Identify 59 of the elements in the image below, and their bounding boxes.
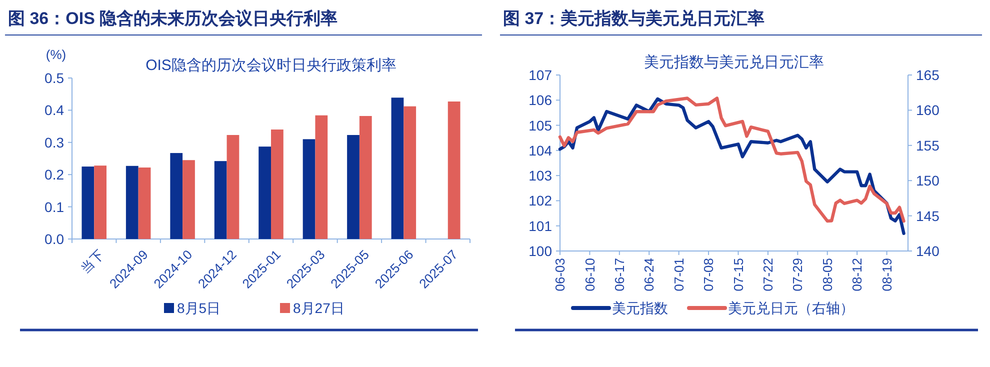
x-tick-label: 08-19: [879, 258, 894, 292]
bar: [170, 153, 183, 239]
bar: [448, 102, 460, 239]
legend-label: 美元指数: [612, 300, 668, 316]
bar: [94, 166, 106, 239]
bar: [214, 161, 227, 239]
y-tick-label: 0.2: [44, 166, 64, 183]
bar: [302, 139, 316, 239]
y2-tick-label: 145: [916, 208, 940, 224]
y2-tick-label: 160: [916, 102, 940, 118]
bar: [404, 106, 416, 239]
x-tick-label: 07-01: [671, 258, 686, 292]
bar: [182, 160, 195, 239]
y-tick-label: 0.3: [44, 134, 64, 150]
y2-tick-label: 165: [916, 67, 940, 83]
bar: [258, 146, 271, 239]
y-tick-label: 107: [528, 67, 552, 83]
chart-title: 图 36：OIS 隐含的未来历次会议日央行利率: [8, 9, 338, 28]
y-tick-label: 104: [528, 142, 552, 158]
y-axis-title: (%): [46, 47, 66, 62]
x-tick-label: 07-29: [790, 258, 806, 292]
bar: [226, 134, 240, 239]
y-tick-label: 102: [528, 192, 552, 209]
y-tick-label: 0.4: [44, 102, 64, 118]
x-tick-label: 07-22: [760, 258, 776, 292]
x-tick-label: 06-24: [642, 258, 657, 292]
x-tick-label: 08-05: [820, 258, 835, 292]
bar: [391, 98, 404, 239]
x-tick-label: 07-08: [701, 258, 716, 292]
chart-subtitle: 美元指数与美元兑日元汇率: [644, 54, 824, 71]
y-tick-label: 103: [528, 168, 552, 184]
x-tick-label: 当下: [78, 246, 107, 276]
legend-label: 美元兑日元（右轴）: [728, 300, 854, 316]
x-tick-label: 08-12: [850, 258, 865, 292]
bar: [271, 130, 284, 239]
bar: [82, 166, 94, 239]
bar: [138, 168, 151, 239]
chart-title: 图 37：美元指数与美元兑日元汇率: [503, 9, 765, 28]
y-tick-label: 0.5: [44, 70, 64, 86]
y-tick-label: 0.0: [44, 231, 64, 247]
x-tick-label: 06-10: [582, 258, 598, 292]
bar: [315, 115, 328, 239]
x-tick-label: 06-03: [552, 258, 568, 292]
y-tick-label: 105: [528, 117, 552, 134]
y-tick-label: 101: [528, 218, 552, 234]
legend-label: 8月27日: [293, 300, 344, 316]
y2-tick-label: 150: [916, 172, 940, 189]
y-tick-label: 106: [528, 92, 552, 108]
y2-tick-label: 155: [916, 137, 940, 154]
bar: [347, 134, 360, 239]
chart-subtitle: OIS隐含的历次会议时日央行政策利率: [146, 57, 396, 74]
y2-tick-label: 140: [916, 243, 940, 259]
y-tick-label: 100: [528, 243, 552, 259]
bar: [126, 166, 138, 239]
bar: [359, 116, 372, 239]
x-tick-label: 07-15: [730, 258, 746, 292]
legend-label: 8月5日: [177, 300, 221, 316]
x-tick-label: 06-17: [612, 258, 627, 292]
y-tick-label: 0.1: [44, 198, 64, 215]
